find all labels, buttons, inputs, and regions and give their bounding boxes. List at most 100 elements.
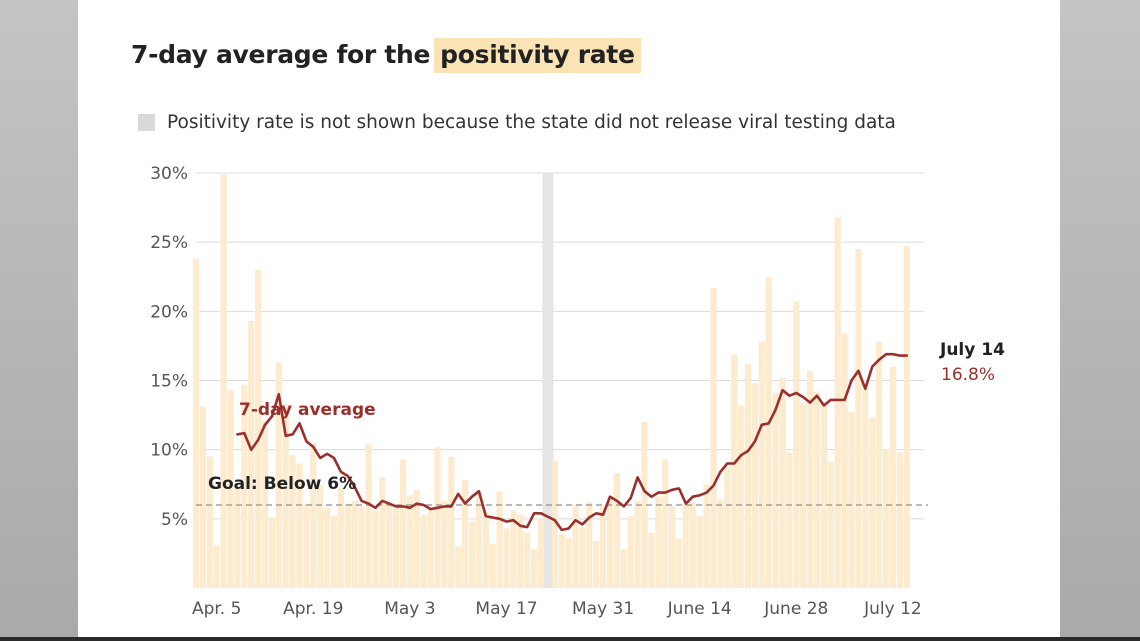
daily-bar <box>517 514 524 588</box>
title-prefix: 7-day average for the <box>131 40 431 69</box>
legend-swatch-missing-data <box>138 114 155 131</box>
daily-bar <box>579 527 586 588</box>
daily-bar <box>558 534 565 588</box>
daily-bar <box>731 354 738 588</box>
daily-bar <box>779 377 786 588</box>
left-backdrop <box>0 0 78 641</box>
daily-bar <box>848 412 855 588</box>
daily-bar <box>627 516 634 588</box>
daily-bar <box>234 488 241 588</box>
daily-bar <box>503 528 510 588</box>
daily-bar <box>496 491 503 588</box>
x-tick-label: Apr. 19 <box>283 599 343 619</box>
daily-bar <box>351 500 358 588</box>
daily-bar <box>282 404 289 588</box>
x-tick-label: Apr. 5 <box>192 599 241 619</box>
y-tick-label: 10% <box>150 441 188 461</box>
daily-bar <box>489 543 496 588</box>
chart-title: 7-day average for the positivity rate <box>131 38 641 73</box>
daily-bar <box>710 287 717 588</box>
average-line <box>236 352 909 532</box>
daily-bar <box>738 405 745 588</box>
goal-label: Goal: Below 6% <box>208 474 356 494</box>
end-value-label: 16.8% <box>941 365 995 385</box>
daily-bar <box>751 383 758 588</box>
daily-bar <box>289 455 296 588</box>
daily-bar <box>393 507 400 588</box>
y-tick-label: 25% <box>150 233 188 253</box>
daily-bar <box>537 518 545 588</box>
daily-bar <box>199 406 206 588</box>
daily-bar <box>475 492 482 588</box>
daily-bar <box>358 506 365 588</box>
daily-bar <box>820 404 827 588</box>
daily-bar <box>220 174 227 588</box>
daily-bar <box>634 500 641 588</box>
daily-bar <box>468 521 476 588</box>
daily-bar <box>869 417 876 588</box>
legend: Positivity rate is not shown because the… <box>138 112 896 133</box>
daily-bar <box>427 506 434 588</box>
daily-bar <box>448 456 455 588</box>
daily-bar <box>413 489 420 588</box>
x-tick-label: June 28 <box>763 599 828 619</box>
chart-panel: 7-day average for the positivity rate Pos… <box>78 0 1060 637</box>
daily-bar <box>827 462 834 588</box>
daily-bar <box>765 276 772 588</box>
daily-bar <box>268 517 275 588</box>
daily-bar <box>800 402 807 588</box>
daily-bar <box>613 473 620 588</box>
right-backdrop <box>1060 0 1140 641</box>
daily-bar <box>379 477 386 588</box>
daily-bar <box>648 532 655 588</box>
daily-bar <box>241 384 248 588</box>
daily-bar <box>455 546 462 588</box>
daily-bar <box>862 383 869 588</box>
x-tick-label: May 17 <box>475 599 537 619</box>
daily-bar <box>696 516 703 588</box>
daily-bar <box>606 496 614 588</box>
end-date-label: July 14 <box>939 340 1005 360</box>
y-tick-label: 15% <box>150 372 188 392</box>
daily-bar <box>772 392 779 588</box>
daily-bar <box>482 511 489 588</box>
bottom-bar <box>0 637 1140 641</box>
daily-bar <box>206 456 213 588</box>
daily-bar <box>434 446 441 588</box>
daily-bar <box>889 366 896 588</box>
daily-bar <box>834 217 841 588</box>
daily-bar <box>813 391 821 588</box>
daily-bar <box>572 505 579 588</box>
daily-bar <box>255 269 262 588</box>
y-tick-label: 5% <box>161 510 188 530</box>
daily-bar <box>317 485 324 588</box>
daily-bar <box>399 459 407 588</box>
title-highlight: positivity rate <box>434 38 641 73</box>
daily-bar <box>641 422 648 588</box>
series-label: 7-day average <box>239 400 376 420</box>
daily-bar <box>669 506 676 588</box>
daily-bar <box>724 466 731 588</box>
daily-bar <box>275 362 282 588</box>
daily-bar <box>261 420 269 588</box>
daily-bar <box>441 500 448 588</box>
daily-bar <box>903 246 910 589</box>
daily-bar <box>600 506 607 588</box>
daily-bar <box>655 496 662 588</box>
daily-bar <box>296 463 303 588</box>
daily-bar <box>675 538 683 588</box>
daily-bar <box>531 549 538 588</box>
missing-data-band <box>542 173 554 588</box>
daily-bar <box>192 258 200 588</box>
daily-bar <box>337 488 344 588</box>
daily-bar <box>593 540 600 588</box>
x-tick-label: May 3 <box>384 599 435 619</box>
daily-bar <box>717 499 724 588</box>
daily-bar <box>807 370 814 588</box>
daily-bar <box>227 390 234 588</box>
daily-bar <box>565 538 572 588</box>
daily-bar <box>662 459 669 588</box>
daily-bar <box>758 341 765 588</box>
daily-bar <box>793 301 800 588</box>
daily-bar <box>420 514 427 588</box>
